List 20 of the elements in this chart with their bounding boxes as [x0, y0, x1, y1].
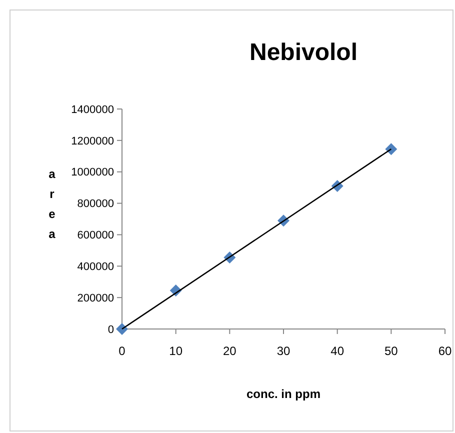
- y-tick-label: 400000: [77, 260, 114, 273]
- x-axis-title: conc. in ppm: [246, 387, 321, 401]
- x-tick-label: 30: [276, 344, 290, 358]
- x-tick-label: 0: [118, 344, 126, 358]
- y-tick-label: 1200000: [71, 135, 114, 148]
- point: [385, 143, 398, 156]
- x-tick-label: 40: [330, 344, 344, 358]
- y-tick-label: 600000: [77, 230, 114, 242]
- x-tick-label: 50: [384, 344, 398, 358]
- point: [116, 323, 128, 335]
- y-axis-title: area: [48, 167, 56, 241]
- y-tick-label: 1000000: [71, 166, 114, 179]
- y-tick-label: 0: [108, 324, 114, 336]
- x-tick-label: 60: [438, 344, 452, 358]
- y-tick-label: 200000: [77, 292, 114, 304]
- y-tick-label: 800000: [77, 198, 114, 210]
- chart-title: Nebivolol: [249, 39, 358, 66]
- x-tick-label: 10: [169, 344, 183, 358]
- y-tick-label: 1400000: [71, 104, 114, 116]
- x-tick-label: 20: [222, 344, 237, 358]
